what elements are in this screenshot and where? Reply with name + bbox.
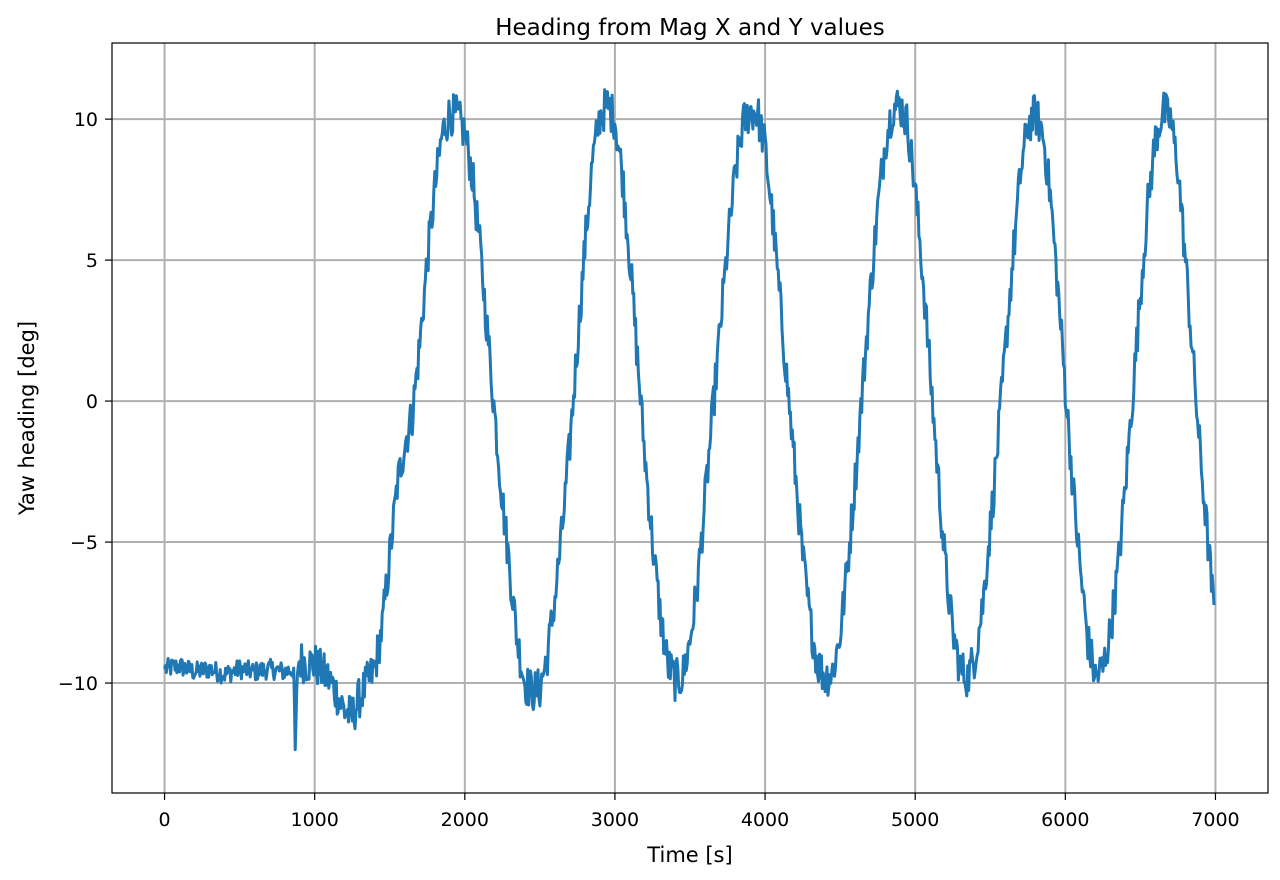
x-tick-label: 1000 [290, 809, 338, 831]
x-tick-label: 5000 [891, 809, 939, 831]
x-tick-label: 2000 [441, 809, 489, 831]
plot-frame [111, 42, 1269, 794]
y-tick-label: 5 [86, 250, 98, 272]
x-tick-label: 4000 [741, 809, 789, 831]
chart-title: Heading from Mag X and Y values [495, 15, 885, 41]
y-tick-label: −10 [58, 673, 98, 695]
x-tick-label: 7000 [1191, 809, 1239, 831]
y-axis-label: Yaw heading [deg] [15, 321, 39, 516]
x-tick-label: 3000 [591, 809, 639, 831]
y-tick-label: 10 [74, 109, 98, 131]
x-axis-label: Time [s] [646, 843, 732, 867]
y-tick-label: −5 [70, 532, 98, 554]
grid-layer [112, 43, 1268, 793]
heading-series-line [163, 88, 1216, 752]
x-tick-label: 6000 [1041, 809, 1089, 831]
x-tick-label: 0 [158, 809, 170, 831]
line-layer [163, 88, 1216, 752]
y-tick-label: 0 [86, 391, 98, 413]
tick-layer: 0 1000 2000 3000 4000 5000 6000 7000 10 5 0 −5 −10 [58, 109, 1240, 831]
